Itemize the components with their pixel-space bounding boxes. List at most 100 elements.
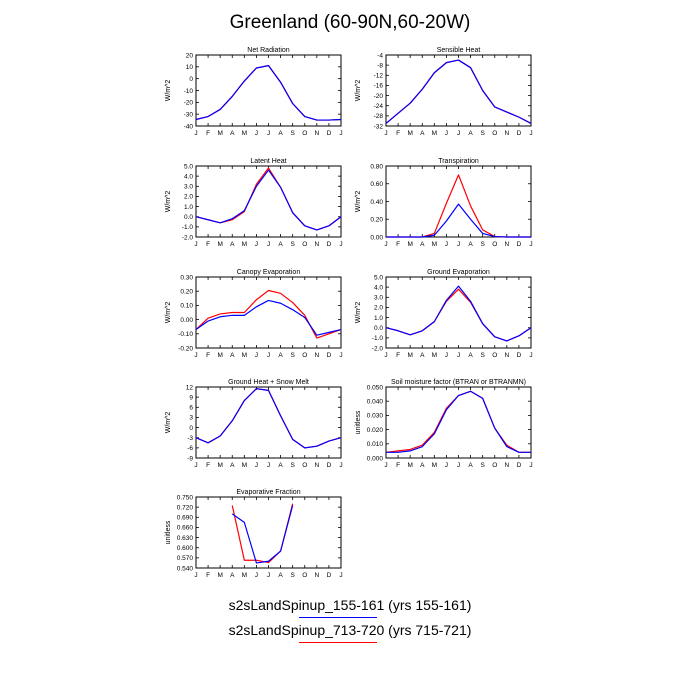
x-tick-label: M — [217, 241, 222, 248]
x-tick-label: D — [517, 352, 522, 359]
y-tick-label: 0.540 — [177, 565, 194, 572]
x-tick-label: J — [339, 352, 342, 359]
x-tick-label: J — [529, 352, 532, 359]
y-axis-label: W/m^2 — [355, 302, 362, 324]
x-tick-label: J — [529, 241, 532, 248]
y-tick-label: 5.0 — [184, 163, 193, 170]
y-tick-label: -0.10 — [178, 331, 193, 338]
y-tick-label: 0.30 — [180, 274, 193, 281]
y-axis-label: W/m^2 — [165, 412, 172, 434]
y-tick-label: -0.20 — [178, 345, 193, 352]
x-tick-label: S — [290, 130, 295, 137]
x-tick-label: A — [420, 130, 425, 137]
x-tick-label: M — [217, 462, 222, 469]
x-tick-label: O — [302, 462, 307, 469]
y-tick-label: 0.00 — [370, 234, 383, 241]
x-tick-label: J — [384, 352, 387, 359]
y-tick-label: 1.0 — [374, 315, 383, 322]
x-tick-label: D — [517, 462, 522, 469]
series-line-run-1 — [195, 299, 342, 336]
y-tick-label: 10 — [186, 64, 194, 71]
x-tick-label: O — [492, 241, 497, 248]
y-tick-label: 2.0 — [184, 194, 193, 201]
x-tick-label: J — [267, 241, 270, 248]
series-line-run-1 — [195, 169, 342, 231]
y-tick-label: 5.0 — [374, 274, 383, 281]
y-tick-label: 12 — [186, 384, 194, 391]
series-line-run-2 — [385, 288, 532, 342]
y-axis-label: W/m^2 — [165, 302, 172, 324]
y-tick-label: -28 — [374, 113, 384, 120]
y-axis-label: W/m^2 — [355, 191, 362, 213]
x-tick-label: S — [290, 241, 295, 248]
x-tick-label: A — [468, 241, 473, 248]
y-tick-label: 3.0 — [374, 295, 383, 302]
x-tick-label: O — [492, 352, 497, 359]
x-tick-label: J — [255, 130, 258, 137]
y-tick-label: -8 — [377, 62, 383, 69]
x-tick-label: J — [339, 572, 342, 579]
x-tick-label: J — [457, 130, 460, 137]
y-tick-label: 4.0 — [374, 284, 383, 291]
x-tick-label: J — [194, 241, 197, 248]
series-line-run-1 — [195, 388, 342, 449]
legend-swatch-run-2 — [299, 642, 377, 643]
x-tick-label: F — [206, 572, 210, 579]
x-tick-label: A — [278, 130, 283, 137]
x-tick-label: J — [529, 462, 532, 469]
y-tick-label: 0.20 — [370, 217, 383, 224]
x-tick-label: J — [445, 352, 448, 359]
figure-title: Greenland (60-90N,60-20W) — [229, 12, 471, 33]
x-tick-label: F — [396, 130, 400, 137]
x-tick-label: J — [384, 462, 387, 469]
x-tick-label: O — [302, 352, 307, 359]
x-tick-label: J — [339, 462, 342, 469]
x-tick-label: O — [302, 572, 307, 579]
x-tick-label: M — [242, 572, 247, 579]
x-tick-label: M — [217, 130, 222, 137]
x-tick-label: J — [255, 462, 258, 469]
y-tick-label: -20 — [374, 93, 384, 100]
x-tick-label: N — [504, 462, 509, 469]
x-tick-label: N — [314, 130, 319, 137]
series-line-run-1 — [195, 65, 342, 121]
x-tick-label: M — [242, 352, 247, 359]
y-tick-label: -2.0 — [182, 234, 194, 241]
y-tick-label: 0.630 — [177, 535, 194, 542]
series-line-run-1 — [386, 203, 531, 238]
y-tick-label: -32 — [374, 123, 384, 130]
y-tick-label: -1.0 — [182, 224, 194, 231]
x-tick-label: D — [327, 572, 332, 579]
x-tick-label: J — [255, 572, 258, 579]
x-tick-label: M — [407, 352, 412, 359]
x-tick-label: D — [327, 352, 332, 359]
x-tick-label: O — [302, 130, 307, 137]
x-tick-label: M — [432, 130, 437, 137]
x-tick-label: D — [327, 130, 332, 137]
x-tick-label: N — [314, 241, 319, 248]
x-tick-label: A — [278, 572, 283, 579]
y-tick-label: -6 — [187, 445, 193, 452]
x-tick-label: J — [267, 130, 270, 137]
y-axis-label: unitless — [355, 410, 362, 434]
y-tick-label: -1.0 — [372, 335, 384, 342]
x-tick-label: O — [492, 130, 497, 137]
x-tick-label: F — [396, 352, 400, 359]
x-tick-label: J — [194, 130, 197, 137]
x-tick-label: S — [480, 130, 485, 137]
x-tick-label: F — [206, 462, 210, 469]
x-tick-label: N — [504, 130, 509, 137]
x-tick-label: S — [290, 352, 295, 359]
y-tick-label: -2.0 — [372, 345, 384, 352]
panel-title: Evaporative Fraction — [236, 489, 300, 496]
x-tick-label: D — [517, 241, 522, 248]
x-tick-label: N — [314, 462, 319, 469]
x-tick-label: D — [327, 462, 332, 469]
x-tick-label: M — [242, 462, 247, 469]
y-tick-label: 0.600 — [177, 545, 194, 552]
x-tick-label: J — [457, 241, 460, 248]
